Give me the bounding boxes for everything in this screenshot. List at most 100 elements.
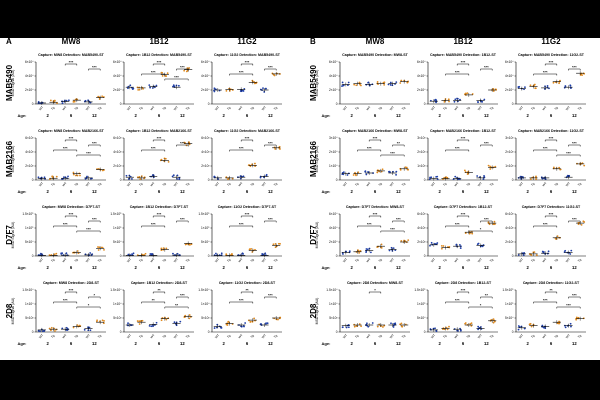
subplot: Capture: 1B12 Detection: MAB2166-ST 0 2×10… (113, 129, 194, 194)
wt-point (395, 81, 398, 84)
y-tick-label: 0 (120, 102, 122, 106)
genotype-label: Tg (553, 333, 559, 339)
y-tick-label: 4×10⁴ (505, 74, 514, 78)
tg-point (382, 326, 384, 328)
significance-label: * (480, 226, 482, 231)
significance-bracket (76, 306, 101, 309)
tg-point (273, 74, 276, 77)
genotype-label: Tg (185, 257, 191, 263)
significance-label: *** (543, 69, 548, 74)
significance-bracket (76, 154, 101, 157)
genotype-label: Tg (138, 105, 144, 111)
tg-point (401, 325, 403, 328)
tg-point (492, 318, 495, 320)
tg-point (559, 79, 561, 82)
genotype-label: WT (126, 181, 132, 187)
wt-point (453, 100, 456, 103)
wt-point (127, 87, 129, 90)
genotype-label: Tg (50, 257, 56, 263)
age-value: 6 (158, 189, 161, 194)
wt-point (151, 87, 154, 89)
genotype-label: Tg (138, 181, 144, 187)
tg-point (102, 322, 105, 325)
genotype-label: Tg (577, 333, 583, 339)
age-value: 12 (92, 341, 97, 346)
wt-point (392, 247, 395, 250)
age-value: 12 (92, 113, 97, 118)
subplot: Capture: 1B12 Detection: MAB5490-ST 0 2×10… (113, 53, 194, 118)
y-tick-label: 0 (424, 254, 426, 258)
significance-label: *** (549, 211, 554, 216)
significance-bracket (544, 291, 558, 294)
wt-point (483, 98, 486, 101)
genotype-label: WT (38, 181, 44, 187)
genotype-label: WT (261, 181, 267, 187)
wt-point (341, 326, 344, 329)
significance-bracket (392, 144, 405, 147)
genotype-label: WT (565, 105, 571, 111)
significance-bracket (88, 296, 101, 299)
y-tick-label: 0 (424, 102, 426, 106)
age-value: 6 (246, 189, 249, 194)
age-value: 2 (46, 189, 49, 194)
genotype-label: WT (342, 105, 348, 111)
significance-label: ** (152, 297, 156, 302)
column-header: 11G2 (237, 38, 257, 46)
y-tick-label: 1.5×10⁴ (198, 288, 210, 292)
tg-point (160, 158, 163, 161)
significance-bracket (480, 296, 493, 299)
significance-label: *** (549, 135, 554, 140)
y-tick-label: 0 (208, 330, 210, 334)
age-value: 12 (92, 189, 97, 194)
age-value: 2 (526, 341, 529, 346)
significance-label: ** (549, 287, 553, 292)
subplot: Capture: MW8 Detection: 2D8-ST MSD Signal… (11, 281, 106, 346)
wt-point (481, 100, 484, 103)
tg-point (376, 171, 379, 174)
y-tick-label: 1×10⁵ (505, 302, 514, 306)
significance-label: *** (92, 64, 97, 69)
significance-bracket (176, 68, 189, 71)
tg-point (98, 246, 101, 249)
wt-point (241, 89, 244, 92)
age-value: 2 (134, 265, 137, 270)
significance-bracket (88, 220, 101, 223)
significance-label: *** (69, 211, 74, 216)
tg-point (253, 317, 256, 320)
tg-point (97, 95, 100, 98)
subplot-title: Capture: 1B12 Detection: MAB2166-ST (126, 129, 193, 133)
age-value: 12 (484, 265, 489, 270)
row-label: D7F7 (309, 225, 318, 245)
wt-point (150, 325, 153, 328)
significance-bracket (480, 144, 493, 147)
tg-point (140, 175, 143, 178)
genotype-label: Tg (249, 333, 255, 339)
significance-label: *** (157, 211, 162, 216)
wt-point (67, 175, 69, 178)
age-value: 6 (550, 341, 553, 346)
wt-point (432, 327, 435, 330)
genotype-label: Tg (401, 333, 407, 339)
wt-point (346, 174, 349, 176)
significance-bracket (229, 225, 254, 228)
tg-point (358, 81, 361, 84)
genotype-label: WT (214, 257, 220, 263)
genotype-label: Tg (185, 105, 191, 111)
age-value: 6 (70, 113, 73, 118)
genotype-label: WT (365, 181, 371, 187)
subplot: Capture: MW8 Detection: MAB5490-ST MSD Si… (11, 53, 106, 118)
tg-point (380, 246, 383, 249)
significance-bracket (445, 73, 470, 76)
genotype-label: Tg (354, 105, 360, 111)
y-tick-label: 1×10³ (505, 164, 513, 168)
genotype-label: Tg (489, 257, 495, 263)
wt-point (148, 84, 151, 87)
row-label: MAB2166 (5, 140, 14, 177)
tg-point (494, 165, 497, 168)
wt-point (546, 85, 549, 87)
tg-point (404, 166, 407, 169)
tg-point (493, 320, 496, 323)
genotype-label: WT (214, 181, 220, 187)
genotype-label: WT (126, 333, 132, 339)
genotype-label: WT (389, 181, 395, 187)
